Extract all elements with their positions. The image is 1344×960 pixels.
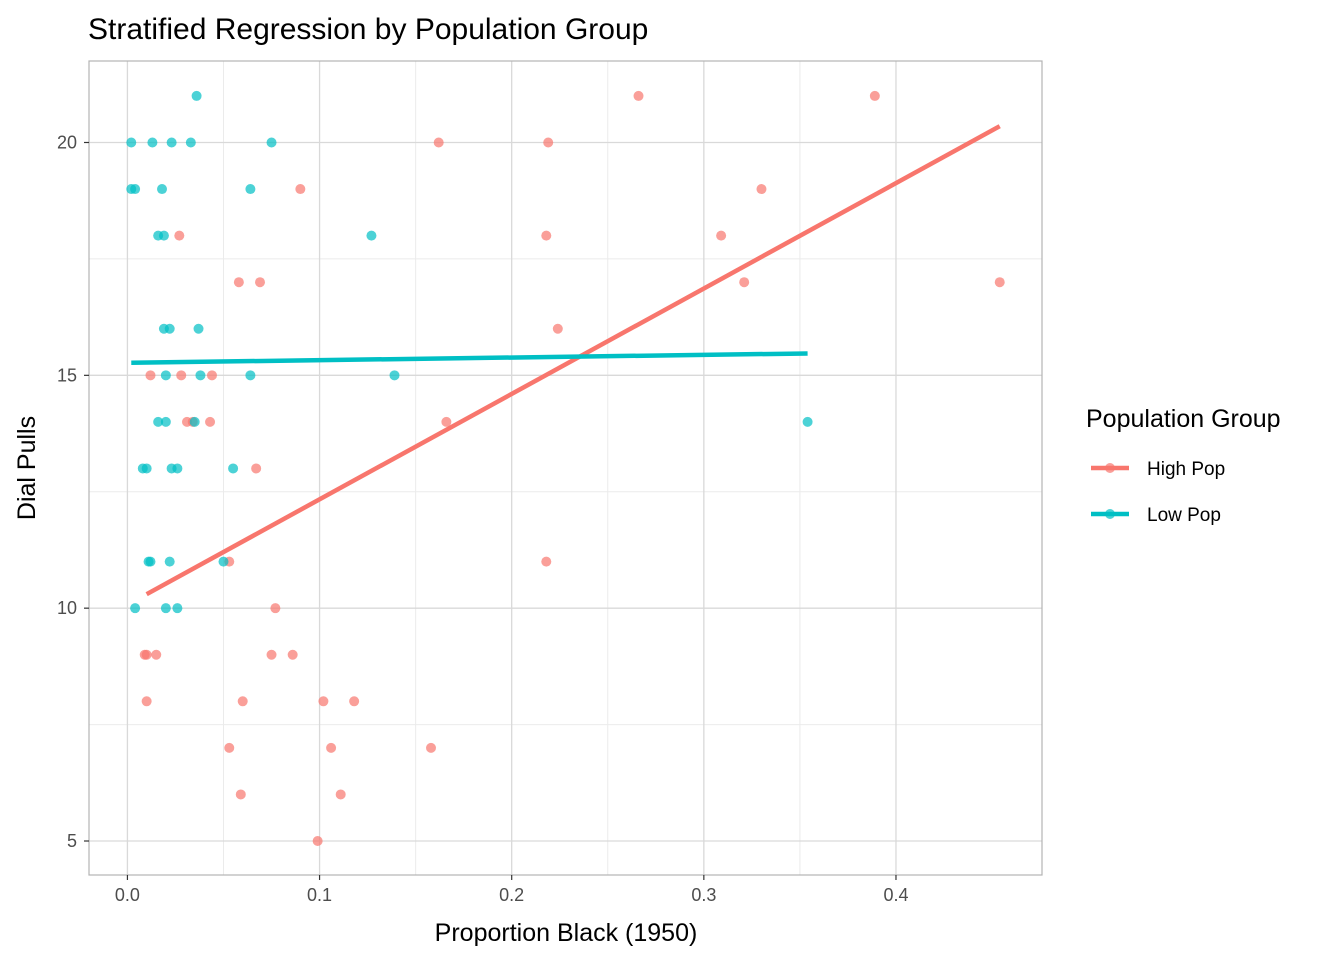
data-point (541, 556, 552, 567)
x-tick-label: 0.4 (883, 885, 908, 905)
data-point (716, 230, 727, 241)
data-point (228, 463, 239, 474)
y-axis-title: Dial Pulls (13, 416, 41, 520)
legend-items: High Pop Low Pop (1091, 459, 1225, 526)
data-point (195, 370, 206, 381)
data-point (255, 277, 266, 288)
data-point (312, 836, 323, 847)
legend-key-point (1105, 463, 1115, 473)
y-tick-label: 20 (57, 132, 77, 152)
x-tick-label: 0.3 (691, 885, 716, 905)
regression-line (131, 351, 808, 366)
y-tick-label: 5 (67, 831, 77, 851)
data-point (218, 556, 229, 567)
x-tick-label: 0.1 (307, 885, 332, 905)
x-tick-label: 0.2 (499, 885, 524, 905)
data-point (270, 603, 281, 614)
data-point (141, 696, 152, 707)
legend-title: Population Group (1086, 405, 1281, 433)
data-point (335, 789, 346, 800)
data-point (160, 603, 171, 614)
data-point (147, 137, 158, 148)
data-point (802, 416, 813, 427)
y-tick-label: 15 (57, 365, 77, 385)
data-point (191, 90, 202, 101)
data-point (441, 416, 452, 427)
data-point (287, 649, 298, 660)
data-point (633, 90, 644, 101)
data-point (185, 137, 196, 148)
data-point (153, 416, 164, 427)
data-point (174, 230, 185, 241)
data-point (160, 370, 171, 381)
data-point (176, 370, 187, 381)
legend-label: High Pop (1147, 459, 1225, 480)
data-point (126, 137, 137, 148)
data-point (172, 603, 183, 614)
data-point (541, 230, 552, 241)
data-point (266, 649, 277, 660)
data-point (145, 370, 156, 381)
x-axis-title: Proportion Black (1950) (435, 919, 698, 947)
legend: Population Group High Pop Low Pop (1086, 405, 1281, 526)
data-point (157, 184, 168, 195)
gridlines (89, 61, 1042, 875)
data-point (295, 184, 306, 195)
data-point (158, 230, 169, 241)
chart-title: Stratified Regression by Population Grou… (88, 13, 648, 46)
data-point (233, 277, 244, 288)
y-tick-label: 10 (57, 598, 77, 618)
data-point (130, 603, 141, 614)
y-axis-ticks: 5 10 15 20 (57, 132, 89, 851)
legend-key-point (1105, 509, 1115, 519)
regression-lines (131, 124, 1001, 597)
data-point (543, 137, 554, 148)
data-point (166, 137, 177, 148)
data-point (189, 416, 200, 427)
x-axis-ticks: 0.0 0.1 0.2 0.3 0.4 (115, 875, 908, 905)
data-point (235, 789, 246, 800)
data-point (739, 277, 750, 288)
data-point (141, 649, 152, 660)
data-point (552, 323, 563, 334)
data-point (160, 416, 171, 427)
data-point (994, 277, 1005, 288)
data-point (237, 696, 248, 707)
data-point (326, 742, 337, 753)
legend-label: Low Pop (1147, 505, 1221, 526)
data-point (433, 137, 444, 148)
data-point (245, 184, 256, 195)
data-point (245, 370, 256, 381)
data-point (756, 184, 767, 195)
panel-border (88, 60, 1043, 876)
data-point (426, 742, 437, 753)
regression-line (145, 124, 1001, 597)
data-point (389, 370, 400, 381)
data-point (205, 416, 216, 427)
data-point (266, 137, 277, 148)
data-point (172, 463, 183, 474)
x-tick-label: 0.0 (115, 885, 140, 905)
data-point (349, 696, 360, 707)
data-point (193, 323, 204, 334)
data-point (366, 230, 377, 241)
data-point (318, 696, 329, 707)
data-point (164, 556, 175, 567)
data-point (141, 463, 152, 474)
data-point (206, 370, 217, 381)
data-point (151, 649, 162, 660)
data-point (251, 463, 262, 474)
data-point (164, 323, 175, 334)
data-point (145, 556, 156, 567)
data-point (869, 90, 880, 101)
data-points (126, 90, 1005, 847)
data-point (130, 184, 141, 195)
data-point (224, 742, 235, 753)
